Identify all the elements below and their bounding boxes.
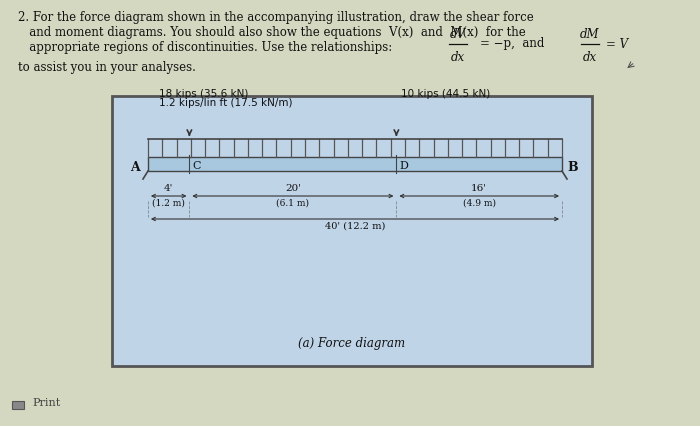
Bar	[148, 157, 562, 171]
Text: 4': 4'	[164, 184, 174, 193]
Bar	[112, 96, 592, 366]
Text: dM: dM	[580, 28, 600, 41]
Text: and moment diagrams. You should also show the equations  V(x)  and  M(x)  for th: and moment diagrams. You should also sho…	[18, 26, 526, 39]
Text: 10 kips (44.5 kN): 10 kips (44.5 kN)	[401, 89, 491, 99]
Text: Print: Print	[32, 398, 60, 408]
Bar	[12, 401, 24, 409]
Text: (a) Force diagram: (a) Force diagram	[298, 337, 405, 351]
Text: (6.1 m): (6.1 m)	[276, 199, 309, 208]
Text: 1.2 kips/lin ft (17.5 kN/m): 1.2 kips/lin ft (17.5 kN/m)	[160, 98, 293, 108]
Text: = −p,  and: = −p, and	[480, 37, 545, 51]
Text: 40' (12.2 m): 40' (12.2 m)	[325, 222, 385, 231]
Text: to assist you in your analyses.: to assist you in your analyses.	[18, 61, 196, 74]
Text: appropriate regions of discontinuities. Use the relationships:: appropriate regions of discontinuities. …	[18, 41, 392, 54]
Text: dV: dV	[450, 28, 466, 41]
Text: D: D	[400, 161, 408, 171]
Text: 18 kips (35.6 kN): 18 kips (35.6 kN)	[160, 89, 248, 99]
Text: (4.9 m): (4.9 m)	[463, 199, 496, 208]
Text: 2. For the force diagram shown in the accompanying illustration, draw the shear : 2. For the force diagram shown in the ac…	[18, 11, 533, 24]
Text: dx: dx	[451, 51, 465, 64]
Text: 16': 16'	[471, 184, 487, 193]
Text: A: A	[130, 161, 140, 174]
Text: = V: = V	[606, 37, 628, 51]
Text: (1.2 m): (1.2 m)	[153, 199, 185, 208]
Text: C: C	[193, 161, 201, 171]
Text: 20': 20'	[285, 184, 301, 193]
Text: B: B	[567, 161, 577, 174]
Text: dx: dx	[583, 51, 597, 64]
